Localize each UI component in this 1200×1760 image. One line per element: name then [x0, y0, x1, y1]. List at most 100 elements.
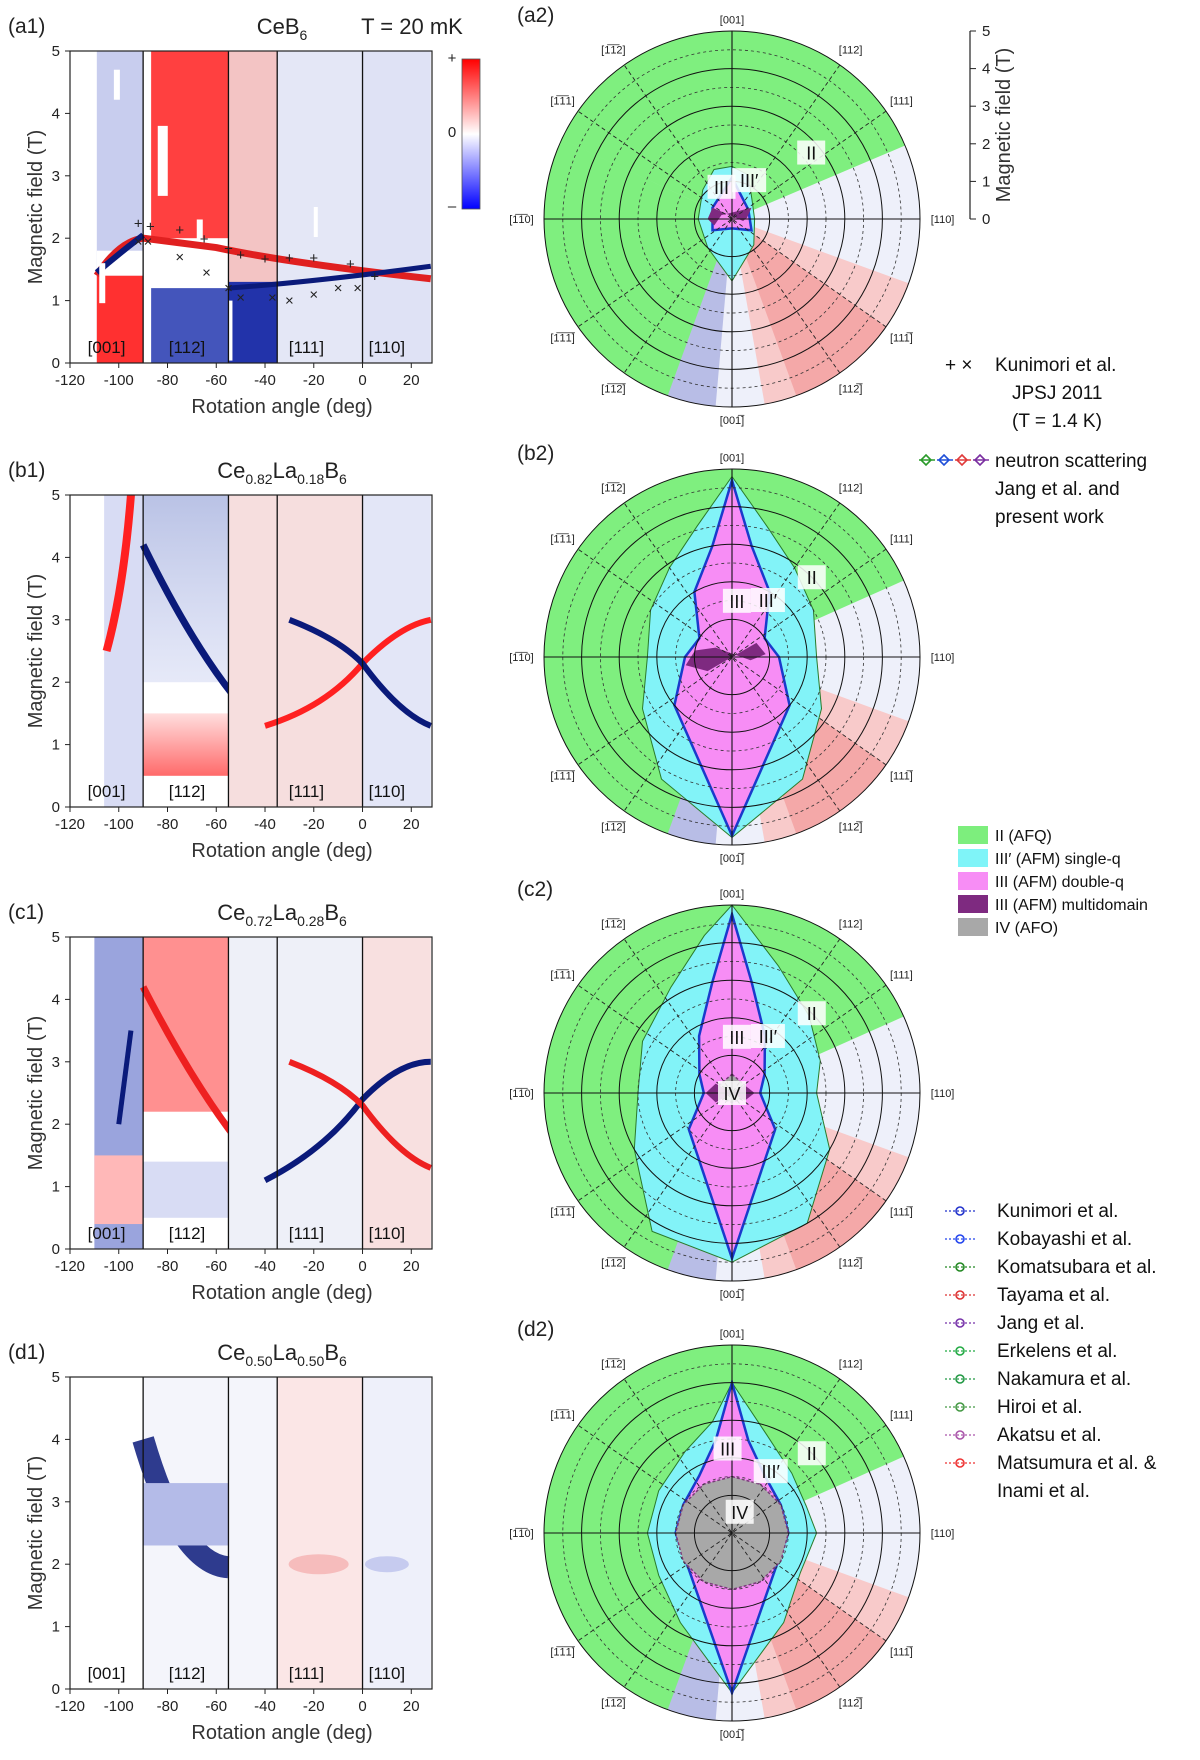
reference-label: Erkelens et al.: [997, 1341, 1117, 1362]
region-112-low: [151, 288, 229, 363]
region-111-low: [228, 281, 278, 363]
legend-phases: II (AFQ) III′ (AFM) single-q III (AFM) dou…: [958, 826, 1148, 937]
y-axis-label: Magnetic field (T): [25, 1456, 47, 1611]
polar-panel-d: (d2) [001] [112] [111] [110] [111̅] [112̅] [001…: [509, 1318, 954, 1741]
panel-label-right: (b2): [517, 442, 554, 465]
x-tick-label: -80: [157, 816, 179, 833]
panel-label-right: (c2): [517, 878, 553, 901]
reference-label: Jang et al.: [997, 1313, 1085, 1334]
y-tick-label: 1: [52, 737, 60, 754]
region-110: [362, 937, 431, 1249]
kunimori-plus-point: +: [134, 216, 143, 233]
y-tick-label: 0: [52, 1681, 60, 1698]
polar-direction-right: [110]: [931, 1088, 955, 1100]
region-112-top: [143, 495, 229, 683]
phase-label-III-box: [722, 1024, 751, 1049]
polar-direction-ur1: [112]: [839, 483, 863, 495]
kunimori-cross-point: ×: [309, 286, 318, 303]
x-tick-label: -40: [254, 1698, 276, 1715]
polar-direction-lr1: [111̅]: [890, 1207, 914, 1219]
phase-label-IV-box: [725, 1499, 754, 1524]
phase-label-IV-box: [718, 1081, 746, 1105]
phase-label-IV: IV: [723, 1084, 740, 1104]
panel-title: Ce0.82La0.18B6: [217, 458, 347, 487]
region-111: [277, 1377, 363, 1689]
region-112-low: [143, 1161, 229, 1218]
afq-region-right: [732, 31, 906, 219]
reference-label: Kobayashi et al.: [997, 1229, 1132, 1250]
polar-direction-ll1: [1̅1̅1̅]: [550, 1647, 575, 1659]
polar-panel-b: (b2) [001] [112] [111] [110] [111̅] [112̅] [001…: [509, 442, 954, 865]
neutron-line-1: neutron scattering: [995, 451, 1147, 472]
x-tick-label: 20: [403, 1258, 420, 1275]
x-tick-label: -60: [205, 1698, 227, 1715]
polar-direction-ll1: [1̅1̅1̅]: [550, 333, 575, 345]
x-tick-label: -40: [254, 1258, 276, 1275]
phase-legend-label: III (AFM) double-q: [995, 874, 1124, 891]
y-tick-label: 2: [52, 1556, 60, 1573]
y-tick-label: 0: [52, 1241, 60, 1258]
heatmap-panel-d: (d1) Ce0.50La0.50B6 0 1 2 3 4 5 -120 -100 -80 -60 -4…: [8, 1340, 433, 1744]
x-tick-label: -20: [303, 372, 325, 389]
heatmap-image: [132, 1377, 431, 1689]
direction-label: [001]: [88, 338, 126, 357]
legend-markers: + × Kunimori et al. JPSJ 2011 (T = 1.4 K) ne…: [919, 355, 1147, 528]
kunimori-cross-point: ×: [285, 293, 294, 310]
polar-direction-top: [001]: [720, 1329, 744, 1341]
ref-marker: [955, 1262, 965, 1272]
direction-label: [111]: [289, 1224, 324, 1243]
kunimori-cross-point: ×: [144, 233, 153, 250]
direction-label: [001]: [88, 1224, 126, 1243]
kunimori-line-2: JPSJ 2011: [1012, 383, 1102, 404]
polar-direction-right: [110]: [931, 1528, 955, 1540]
direction-label: [110]: [369, 1664, 406, 1683]
kunimori-cross-point: ×: [175, 249, 184, 266]
panel-label-right: (d2): [517, 1318, 554, 1341]
legend-references: Kunimori et al. Kobayashi et al. Komatsuba…: [945, 1201, 1157, 1502]
x-tick-label: -40: [254, 372, 276, 389]
reference-label: Matsumura et al. &: [997, 1453, 1157, 1474]
polar-direction-ul2: [1̅1̅1]: [550, 533, 574, 545]
kunimori-plus-point: +: [224, 241, 233, 258]
y-tick-label: 2: [52, 1116, 60, 1133]
plot-frame: [69, 1376, 433, 1690]
phase-label-II-box: [797, 1001, 826, 1026]
ref-marker: [955, 1206, 965, 1216]
polar-direction-lr2: [112̅]: [839, 383, 864, 395]
x-tick-label: -120: [55, 372, 85, 389]
ref-marker: [955, 1318, 965, 1328]
kunimori-plus-point: +: [236, 247, 245, 264]
heatmap-image: [93, 51, 432, 363]
colorbar-zero: 0: [448, 124, 456, 141]
polar-direction-bottom: [001̅]: [720, 1289, 745, 1301]
x-axis-label: Rotation angle (deg): [191, 396, 372, 418]
y-axis-label: Magnetic field (T): [25, 130, 47, 285]
polar-panel-c: (c2) [001] [112] [111] [110] [111̅] [112̅] [001…: [509, 878, 954, 1301]
kunimori-symbols: + ×: [945, 355, 972, 376]
heatmap-panel-b: (b1) Ce0.82La0.18B6 0 1 2 3 4 5 -120 -100 -80 -60 -4…: [8, 458, 433, 862]
polar-direction-right: [110]: [931, 214, 955, 226]
y-tick-label: 4: [52, 1431, 60, 1448]
x-tick-label: 20: [403, 372, 420, 389]
x-tick-label: 0: [358, 816, 366, 833]
region-001-low: [94, 1155, 144, 1225]
pink-patch: [288, 1554, 349, 1575]
phase-label-IIIp-box: [732, 168, 767, 193]
region-111b: [277, 51, 363, 363]
plot-frame: [69, 936, 433, 1250]
red-ridge: [93, 234, 432, 283]
y-tick-label: 4: [52, 991, 60, 1008]
polar-direction-ur1: [112]: [839, 919, 863, 931]
neutron-marker: [973, 453, 987, 467]
reference-label: Kunimori et al.: [997, 1201, 1118, 1222]
phase-label-II-box: [797, 140, 826, 165]
direction-label: [112]: [169, 1224, 206, 1243]
blue-patch: [364, 1556, 409, 1573]
polar-direction-ul2: [1̅1̅1]: [550, 1409, 574, 1421]
region-111: [228, 937, 363, 1249]
panel-label-left: (b1): [8, 459, 45, 482]
region-111: [228, 495, 363, 807]
phase-label-II: II: [807, 568, 817, 588]
polar-direction-top: [001]: [720, 453, 744, 465]
polar-direction-ll2: [1̅1̅2̅]: [601, 383, 626, 395]
